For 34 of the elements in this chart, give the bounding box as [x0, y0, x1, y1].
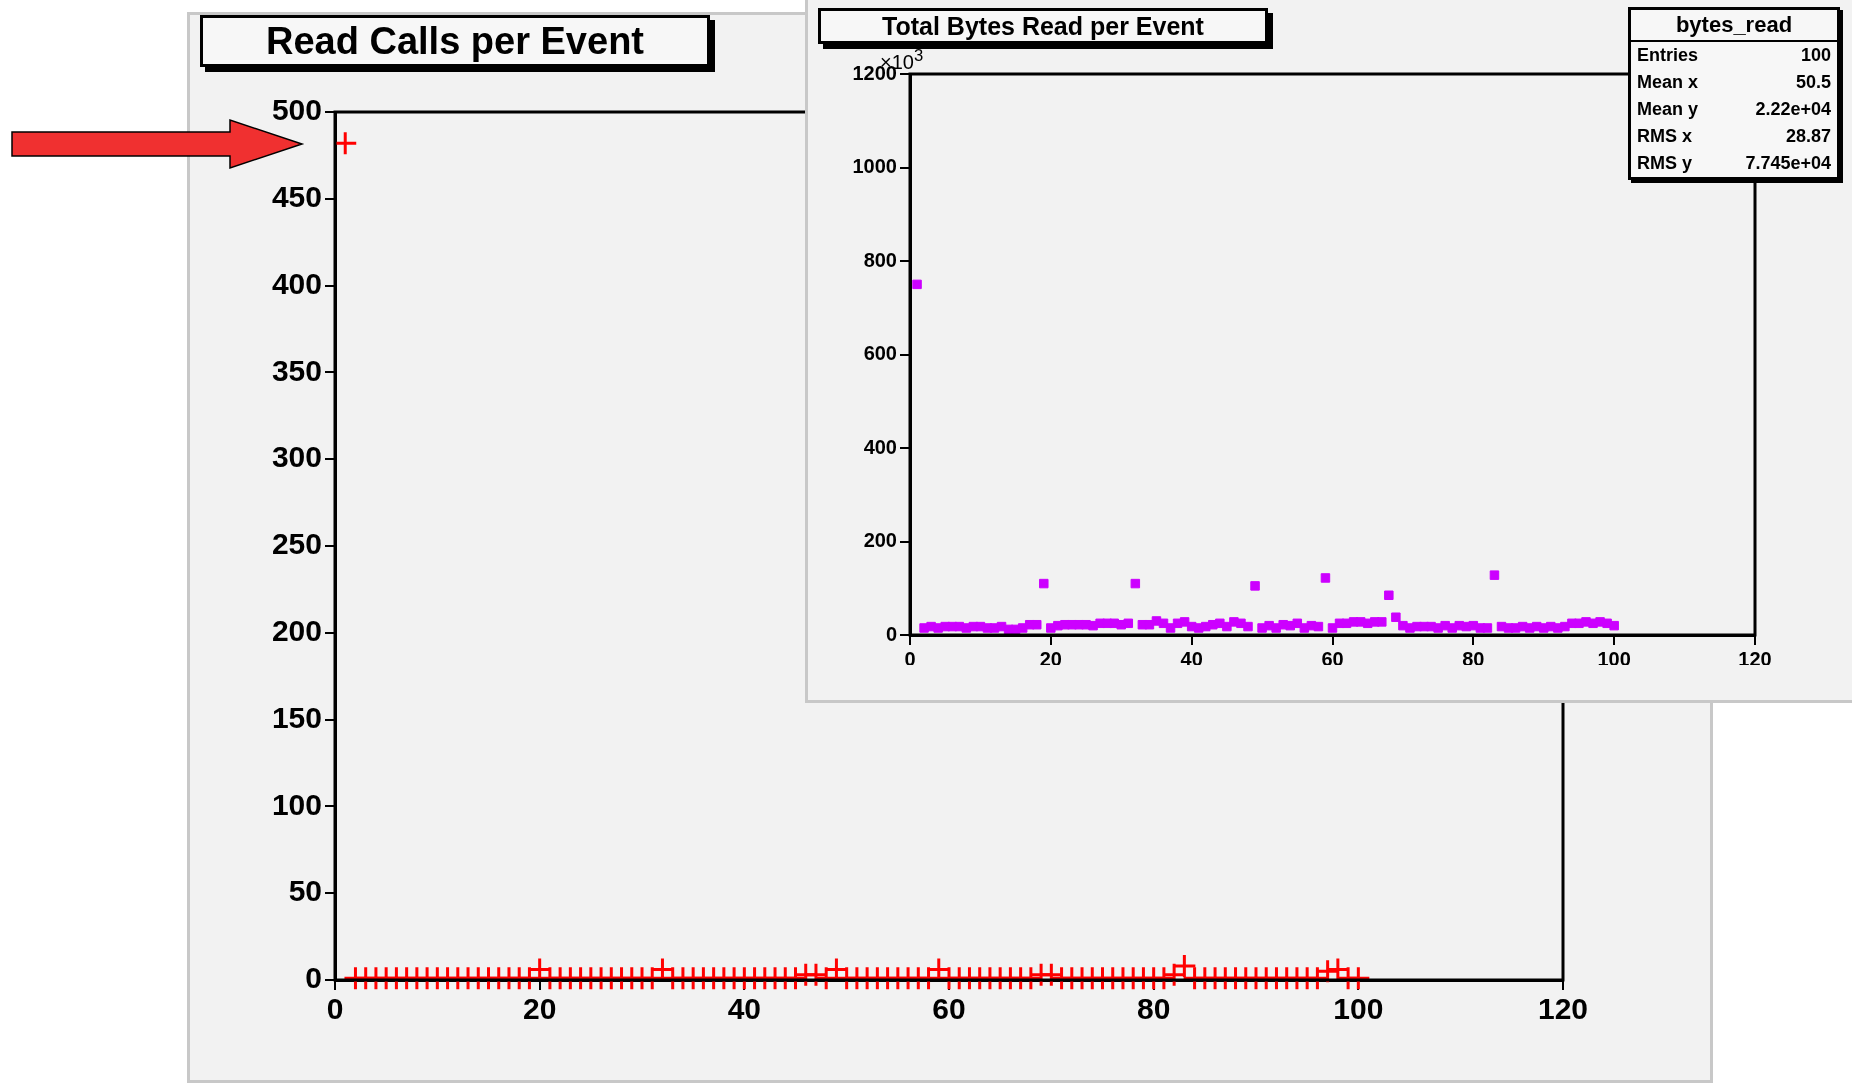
y-tick-label: 250 — [271, 527, 322, 561]
y-tick-label: 150 — [271, 700, 322, 734]
x-tick-label: 100 — [1333, 992, 1384, 1026]
y-tick-label: 400 — [863, 435, 897, 458]
text: bytes_read — [1631, 10, 1837, 42]
chart-title: Total Bytes Read per Event — [818, 8, 1268, 44]
x-tick-label: 0 — [326, 992, 344, 1026]
y-tick-label: 350 — [271, 353, 322, 387]
x-tick-label: 80 — [1136, 992, 1171, 1026]
y-tick-label: 300 — [271, 440, 322, 474]
y-tick-label: 500 — [271, 93, 322, 127]
y-tick-label: 0 — [885, 622, 897, 645]
y-tick-label: 400 — [271, 266, 322, 300]
text: RMS y 7.745e+04 — [1637, 153, 1831, 173]
y-tick-label: 50 — [288, 874, 322, 908]
x-tick-label: 120 — [1537, 992, 1589, 1026]
y-tick-label: 100 — [271, 787, 322, 821]
y-tick-label: 0 — [305, 961, 322, 995]
y-tick-label: 200 — [271, 614, 322, 648]
x-tick-label: 80 — [1462, 647, 1485, 670]
chart-title: Read Calls per Event — [200, 15, 710, 67]
y-tick-label: 450 — [271, 180, 322, 214]
x-tick-label: 20 — [522, 992, 557, 1026]
x-tick-label: 60 — [932, 992, 966, 1026]
text: Mean x 50.5 — [1637, 72, 1831, 92]
y-tick-label: 600 — [863, 342, 897, 365]
x-tick-label: 40 — [1180, 647, 1203, 670]
y-tick-label: 200 — [863, 529, 897, 552]
text: Entries 100 — [1637, 45, 1831, 65]
y-tick-label: 800 — [863, 248, 897, 271]
y-tick-label: 1000 — [852, 155, 897, 178]
text: Mean y 2.22e+04 — [1637, 99, 1831, 119]
text: RMS x 28.87 — [1637, 126, 1831, 146]
x-tick-label: 40 — [727, 992, 762, 1026]
